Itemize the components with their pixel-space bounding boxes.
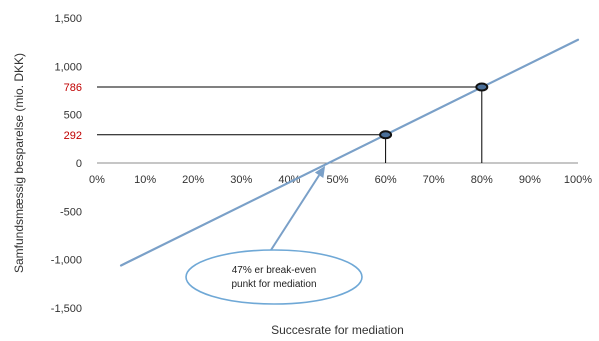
- y-tick-label: -500: [60, 206, 82, 218]
- y-tick-label: 1,000: [54, 61, 82, 73]
- x-tick-label: 20%: [182, 174, 204, 186]
- series-line: [119, 38, 580, 267]
- y-tick-label: 1,500: [54, 13, 82, 25]
- highlight-markers: [379, 82, 489, 140]
- x-tick-label: 10%: [134, 174, 156, 186]
- x-tick-label: 70%: [423, 174, 445, 186]
- y-tick-labels: 1,500 1,000 500 0 -500 -1,000 -1,500: [51, 13, 82, 315]
- highlight-point: [475, 82, 489, 92]
- break-even-annotation: 47% er break-even punkt for mediation: [185, 166, 363, 305]
- annotation-arrow-head: [314, 166, 326, 178]
- x-tick-label: 90%: [519, 174, 541, 186]
- highlight-point: [379, 130, 393, 140]
- x-axis-title: Succesrate for mediation: [271, 323, 404, 337]
- guide-lines: 292 786: [64, 82, 483, 163]
- annotation-bubble: [185, 249, 363, 305]
- highlight-value-label: 292: [64, 130, 82, 142]
- y-tick-label: 500: [64, 110, 82, 122]
- annotation-text-line: punkt for mediation: [231, 279, 316, 290]
- x-tick-label: 80%: [471, 174, 493, 186]
- annotation-arrow: [270, 174, 320, 251]
- y-tick-label: 0: [76, 158, 82, 170]
- y-axis-title: Samfundsmæssig besparelse (mio. DKK): [12, 53, 26, 273]
- highlight-value-label: 786: [64, 82, 82, 94]
- x-tick-labels: 0% 10% 20% 30% 40% 50% 60% 70% 80% 90% 100%: [89, 174, 592, 186]
- x-tick-label: 50%: [326, 174, 348, 186]
- annotation-text-line: 47% er break-even: [232, 265, 317, 276]
- x-tick-label: 100%: [564, 174, 592, 186]
- x-tick-label: 0%: [89, 174, 105, 186]
- x-tick-label: 60%: [375, 174, 397, 186]
- series-group: [119, 38, 580, 267]
- y-tick-label: -1,000: [51, 255, 82, 267]
- x-tick-label: 40%: [278, 174, 300, 186]
- y-tick-label: -1,500: [51, 303, 82, 315]
- x-tick-label: 30%: [230, 174, 252, 186]
